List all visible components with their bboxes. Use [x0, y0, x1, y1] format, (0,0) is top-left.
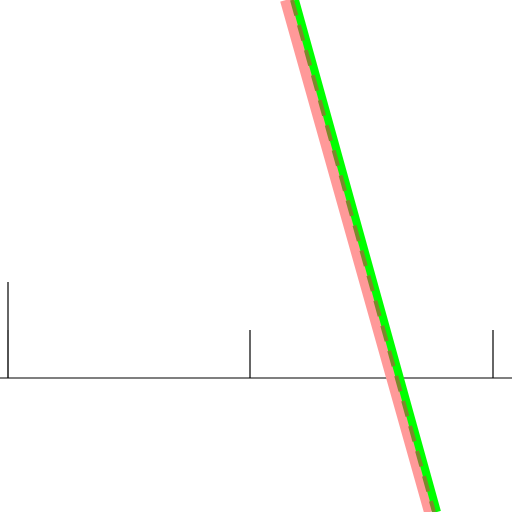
- olive-dashed-line: [290, 0, 436, 512]
- green-line: [291, 0, 441, 512]
- salmon-band-line: [280, 0, 436, 512]
